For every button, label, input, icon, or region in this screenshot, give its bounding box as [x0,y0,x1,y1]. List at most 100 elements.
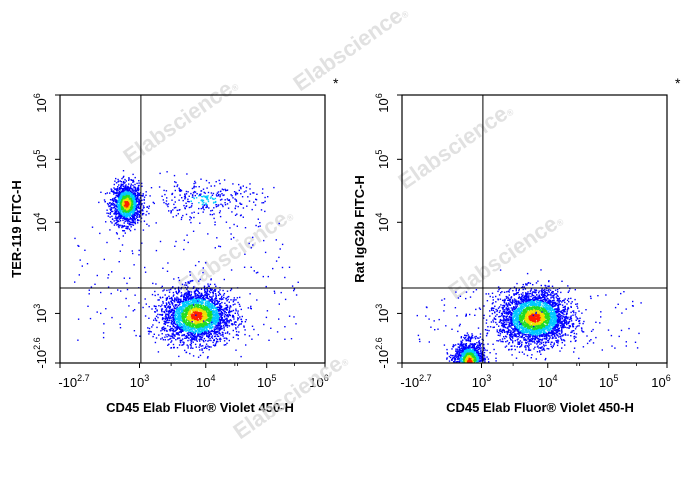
event-dot [133,213,135,215]
event-dot [151,326,153,328]
event-dot [219,340,221,342]
event-dot [122,210,124,213]
event-dot [232,299,234,301]
event-dot [188,295,190,297]
event-dot [179,299,182,301]
event-dot [129,230,132,232]
event-dot [207,300,209,303]
event-dot [295,323,297,325]
event-dot [251,338,253,340]
event-dot [161,285,163,288]
event-dot [123,222,125,224]
event-dot [229,227,231,229]
event-dot [235,327,237,329]
event-dot [161,304,163,306]
event-dot [226,296,229,298]
event-dot [171,329,173,332]
event-dot [127,193,129,196]
event-dot [229,305,232,307]
event-dot [171,296,173,299]
event-dot [132,201,135,203]
event-dot [122,206,124,209]
event-dot [191,305,193,308]
event-dot [213,328,216,330]
event-dot [220,334,222,336]
event-dot [226,305,229,307]
event-dot [457,346,459,348]
event-dot [208,303,210,305]
event-dot [480,342,483,345]
event-dot [170,288,172,291]
event-dot [189,299,192,301]
event-dot [209,311,211,313]
event-dot [209,305,211,307]
event-dot [196,332,199,334]
event-dot [183,239,185,241]
event-dot [217,317,219,319]
event-dot [466,346,468,348]
event-dot [204,339,207,342]
event-dot [225,321,227,323]
event-dot [198,195,200,197]
event-dot [240,187,242,190]
event-dot [183,302,185,305]
event-dot [140,204,143,206]
event-dot [120,216,122,219]
event-dot [454,360,456,362]
event-dot [248,242,250,245]
event-dot [123,182,125,185]
event-dot [202,313,204,315]
event-dot [100,291,102,294]
event-dot [167,322,169,324]
event-dot [190,319,192,321]
event-dot [132,181,134,183]
event-dot [132,193,135,195]
event-dot [141,185,143,187]
event-dot [195,305,197,307]
event-dot [202,351,204,354]
event-dot [216,322,218,324]
event-dot [128,220,130,223]
event-dot [170,322,173,324]
event-dot [138,210,140,212]
event-dot [205,322,207,324]
event-dot [206,292,208,294]
event-dot [190,320,192,322]
event-dot [134,222,137,225]
event-dot [123,190,126,192]
event-dot [173,320,176,323]
event-dot [145,214,147,216]
event-dot [284,276,286,279]
event-dot [127,219,130,221]
event-dot [202,312,205,314]
event-dot [119,189,121,191]
event-dot [201,338,203,341]
event-dot [225,344,227,346]
event-dot [181,283,184,286]
event-dot [208,182,210,184]
event-dot [136,199,138,202]
event-dot [74,281,76,283]
event-dot [161,309,163,312]
event-dot [168,307,171,310]
event-dot [119,180,121,182]
event-dot [245,344,247,346]
event-dot [242,207,245,209]
event-dot [199,222,201,224]
event-dot [170,317,172,319]
event-dot [183,323,186,325]
event-dot [219,303,221,305]
event-dot [142,210,144,212]
event-dot [203,285,206,287]
event-dot [187,282,190,284]
event-dot [185,299,187,301]
x-axis-ticks: -102.7 103 104 105 106 [58,363,329,390]
event-dot [159,172,161,175]
event-dot [234,214,237,216]
event-dot [198,296,201,299]
event-dot [148,333,150,335]
event-dot [205,317,207,319]
event-dot [180,300,182,303]
event-dot [131,215,133,217]
event-dot [194,295,196,298]
